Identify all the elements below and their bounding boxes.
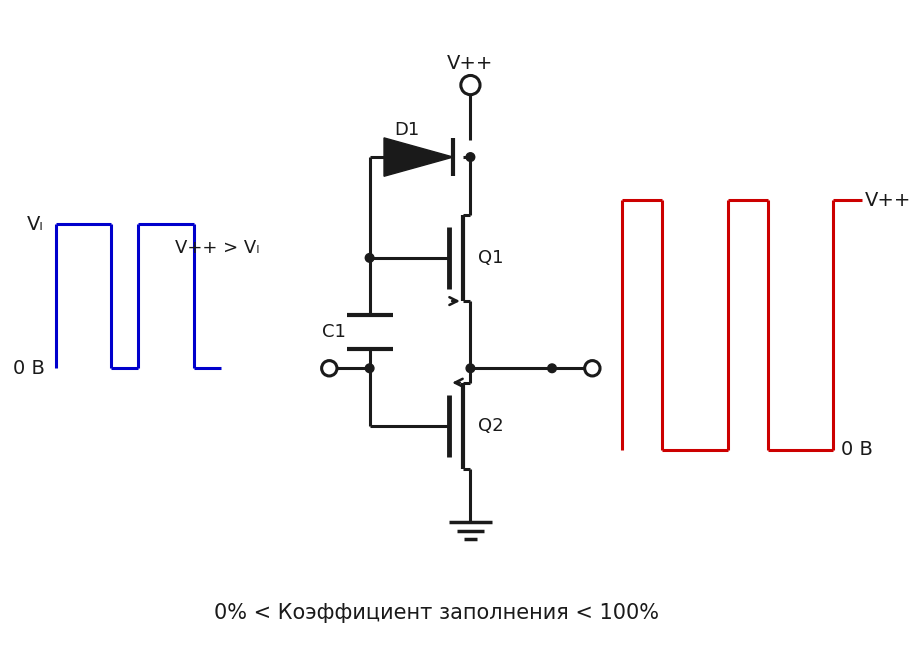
Circle shape xyxy=(322,360,337,376)
Text: 0 B: 0 B xyxy=(14,359,46,378)
Circle shape xyxy=(461,75,480,95)
Text: V++ > Vₗ: V++ > Vₗ xyxy=(175,239,259,257)
Circle shape xyxy=(585,360,600,376)
Text: Q1: Q1 xyxy=(478,249,504,267)
Text: D1: D1 xyxy=(394,121,420,139)
Text: C1: C1 xyxy=(322,323,345,341)
Circle shape xyxy=(466,153,475,162)
Text: Vₗ: Vₗ xyxy=(27,215,44,233)
Text: V++: V++ xyxy=(447,54,494,73)
Text: 0% < Коэффициент заполнения < 100%: 0% < Коэффициент заполнения < 100% xyxy=(214,603,660,623)
Text: Q2: Q2 xyxy=(478,417,504,435)
Circle shape xyxy=(365,364,374,373)
Circle shape xyxy=(548,364,557,373)
Circle shape xyxy=(365,254,374,262)
Polygon shape xyxy=(384,138,453,177)
Text: 0 B: 0 B xyxy=(841,440,873,459)
Text: V++: V++ xyxy=(865,191,911,210)
Circle shape xyxy=(466,364,475,373)
